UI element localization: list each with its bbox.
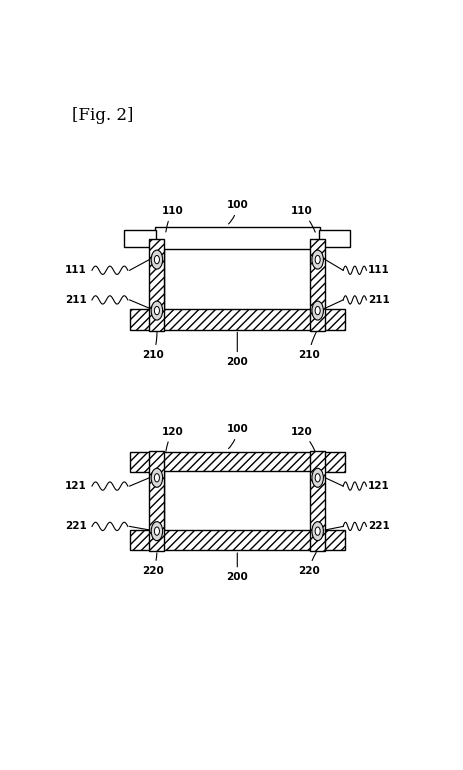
- Text: [Fig. 2]: [Fig. 2]: [72, 107, 134, 124]
- Circle shape: [312, 301, 323, 320]
- Bar: [164, 471, 311, 538]
- Circle shape: [312, 468, 323, 487]
- Circle shape: [315, 306, 320, 315]
- Text: 110: 110: [162, 206, 183, 232]
- Text: 220: 220: [298, 552, 320, 576]
- Circle shape: [315, 527, 320, 535]
- Text: 210: 210: [142, 333, 164, 360]
- Text: 200: 200: [226, 553, 248, 582]
- Text: 120: 120: [162, 427, 183, 451]
- Circle shape: [154, 474, 159, 482]
- Bar: [124, 230, 156, 246]
- Bar: [164, 249, 311, 319]
- Text: 100: 100: [226, 200, 248, 224]
- Bar: [150, 239, 164, 331]
- Bar: [310, 450, 325, 551]
- Text: 121: 121: [65, 481, 87, 491]
- Circle shape: [315, 256, 320, 264]
- Text: 221: 221: [65, 521, 87, 531]
- Text: 111: 111: [65, 266, 87, 275]
- Text: 111: 111: [368, 266, 390, 275]
- Text: 211: 211: [368, 295, 390, 305]
- Bar: [310, 239, 325, 331]
- Bar: [130, 452, 345, 472]
- Circle shape: [151, 301, 163, 320]
- Text: 220: 220: [142, 553, 164, 576]
- Text: 211: 211: [65, 295, 87, 305]
- Text: 110: 110: [291, 206, 315, 232]
- Text: 121: 121: [368, 481, 390, 491]
- Bar: [155, 227, 320, 249]
- Circle shape: [312, 521, 323, 541]
- Circle shape: [312, 250, 323, 269]
- Circle shape: [151, 250, 163, 269]
- Bar: [319, 230, 350, 246]
- Circle shape: [151, 521, 163, 541]
- Text: 221: 221: [368, 521, 390, 531]
- Bar: [150, 450, 164, 551]
- Bar: [130, 530, 345, 550]
- Circle shape: [154, 306, 159, 315]
- Circle shape: [154, 256, 159, 264]
- Text: 200: 200: [226, 333, 248, 367]
- Circle shape: [151, 468, 163, 487]
- Circle shape: [154, 527, 159, 535]
- Text: 210: 210: [298, 332, 320, 360]
- Bar: [130, 310, 345, 330]
- Circle shape: [315, 474, 320, 482]
- Text: 100: 100: [226, 424, 248, 449]
- Text: 120: 120: [291, 427, 315, 451]
